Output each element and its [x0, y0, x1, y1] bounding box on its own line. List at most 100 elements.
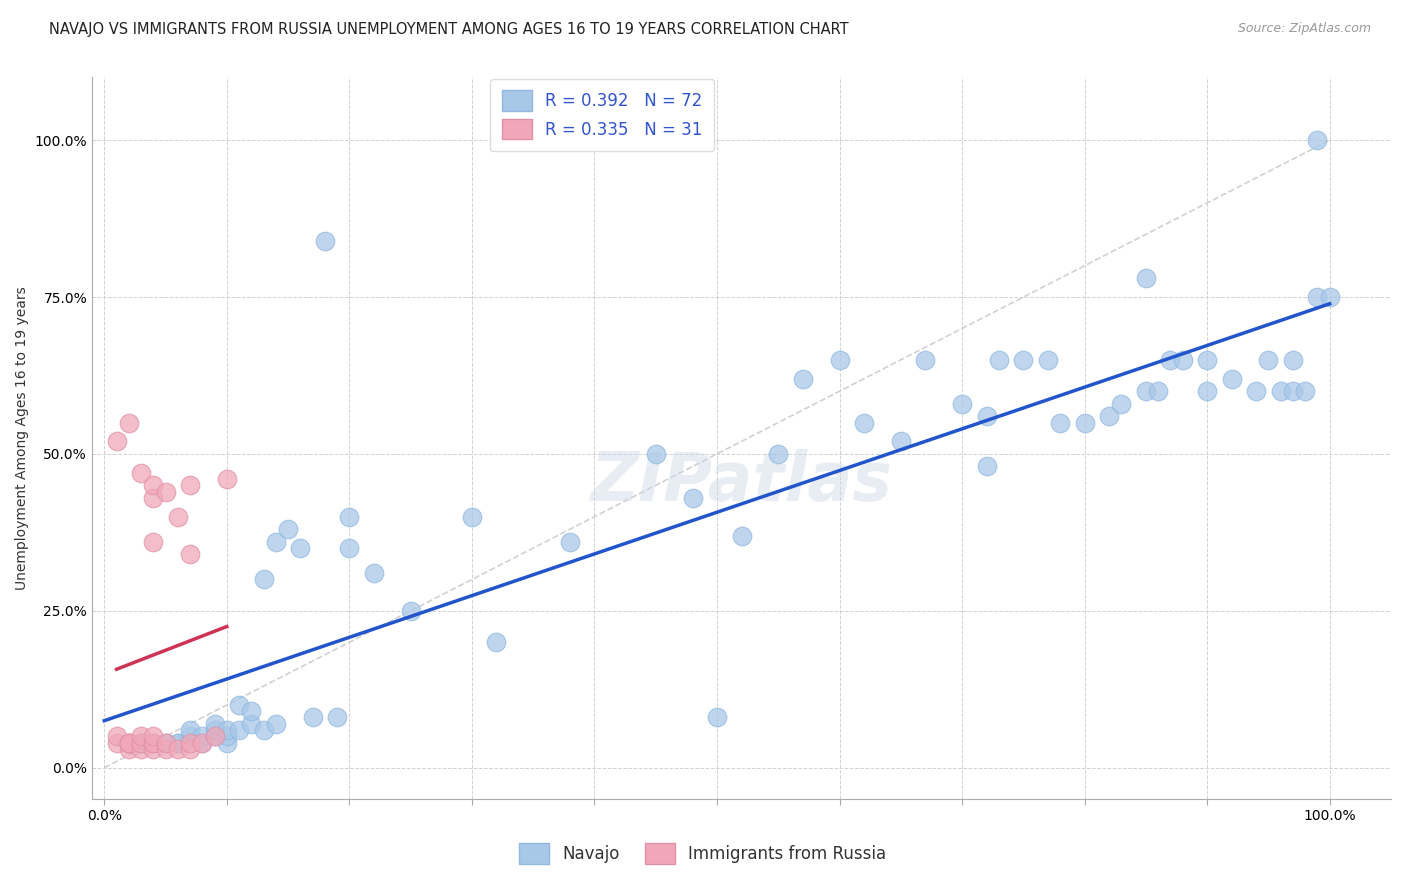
Point [142, 742, 165, 756]
Point [485, 635, 508, 649]
Point [142, 735, 165, 749]
Legend: R = 0.392   N = 72, R = 0.335   N = 31: R = 0.392 N = 72, R = 0.335 N = 31 [491, 78, 714, 151]
Point [1282, 384, 1305, 399]
Point [129, 742, 152, 756]
Point [129, 735, 152, 749]
Point [1306, 133, 1329, 147]
Point [1257, 352, 1279, 367]
Text: Source: ZipAtlas.com: Source: ZipAtlas.com [1237, 22, 1371, 36]
Point [853, 416, 876, 430]
Point [264, 716, 287, 731]
Point [301, 710, 323, 724]
Text: NAVAJO VS IMMIGRANTS FROM RUSSIA UNEMPLOYMENT AMONG AGES 16 TO 19 YEARS CORRELAT: NAVAJO VS IMMIGRANTS FROM RUSSIA UNEMPLO… [49, 22, 849, 37]
Point [1049, 416, 1071, 430]
Point [129, 735, 152, 749]
Point [129, 466, 152, 480]
Point [950, 397, 973, 411]
Point [252, 723, 274, 737]
Point [179, 742, 201, 756]
Point [326, 710, 349, 724]
Point [1319, 290, 1341, 304]
Point [179, 723, 201, 737]
Point [976, 409, 998, 424]
Point [1171, 352, 1194, 367]
Point [142, 735, 165, 749]
Point [129, 735, 152, 749]
Point [240, 716, 263, 731]
Point [1197, 384, 1219, 399]
Point [828, 352, 851, 367]
Point [215, 472, 238, 486]
Point [290, 541, 312, 555]
Point [890, 434, 912, 449]
Point [215, 729, 238, 743]
Point [118, 735, 141, 749]
Point [191, 735, 214, 749]
Point [105, 729, 128, 743]
Point [314, 234, 336, 248]
Point [1135, 384, 1157, 399]
Point [730, 528, 752, 542]
Point [264, 534, 287, 549]
Point [179, 547, 201, 561]
Point [1294, 384, 1316, 399]
Point [1111, 397, 1133, 411]
Point [142, 491, 165, 505]
Point [179, 729, 201, 743]
Point [166, 735, 188, 749]
Point [337, 509, 360, 524]
Point [1073, 416, 1095, 430]
Point [987, 352, 1010, 367]
Point [363, 566, 385, 581]
Point [399, 604, 422, 618]
Point [204, 723, 226, 737]
Point [682, 491, 704, 505]
Point [1135, 271, 1157, 285]
Point [179, 735, 201, 749]
Point [179, 478, 201, 492]
Point [166, 509, 188, 524]
Point [155, 735, 177, 749]
Point [240, 704, 263, 718]
Point [1036, 352, 1059, 367]
Point [118, 735, 141, 749]
Point [914, 352, 936, 367]
Point [337, 541, 360, 555]
Point [1220, 371, 1243, 385]
Point [1197, 352, 1219, 367]
Point [461, 509, 484, 524]
Point [204, 716, 226, 731]
Point [118, 742, 141, 756]
Point [118, 416, 141, 430]
Point [1282, 352, 1305, 367]
Point [558, 534, 581, 549]
Point [277, 522, 299, 536]
Point [118, 735, 141, 749]
Legend: Navajo, Immigrants from Russia: Navajo, Immigrants from Russia [513, 837, 893, 871]
Point [142, 729, 165, 743]
Point [1270, 384, 1292, 399]
Point [204, 729, 226, 743]
Y-axis label: Unemployment Among Ages 16 to 19 years: Unemployment Among Ages 16 to 19 years [15, 286, 30, 591]
Point [228, 698, 250, 712]
Point [155, 735, 177, 749]
Point [155, 742, 177, 756]
Point [204, 729, 226, 743]
Point [105, 735, 128, 749]
Point [1098, 409, 1121, 424]
Text: ZIPatlas: ZIPatlas [591, 449, 893, 515]
Point [1147, 384, 1170, 399]
Point [706, 710, 728, 724]
Point [166, 742, 188, 756]
Point [768, 447, 790, 461]
Point [105, 434, 128, 449]
Point [215, 735, 238, 749]
Point [166, 735, 188, 749]
Point [142, 478, 165, 492]
Point [792, 371, 814, 385]
Point [215, 723, 238, 737]
Point [191, 729, 214, 743]
Point [976, 459, 998, 474]
Point [228, 723, 250, 737]
Point [191, 735, 214, 749]
